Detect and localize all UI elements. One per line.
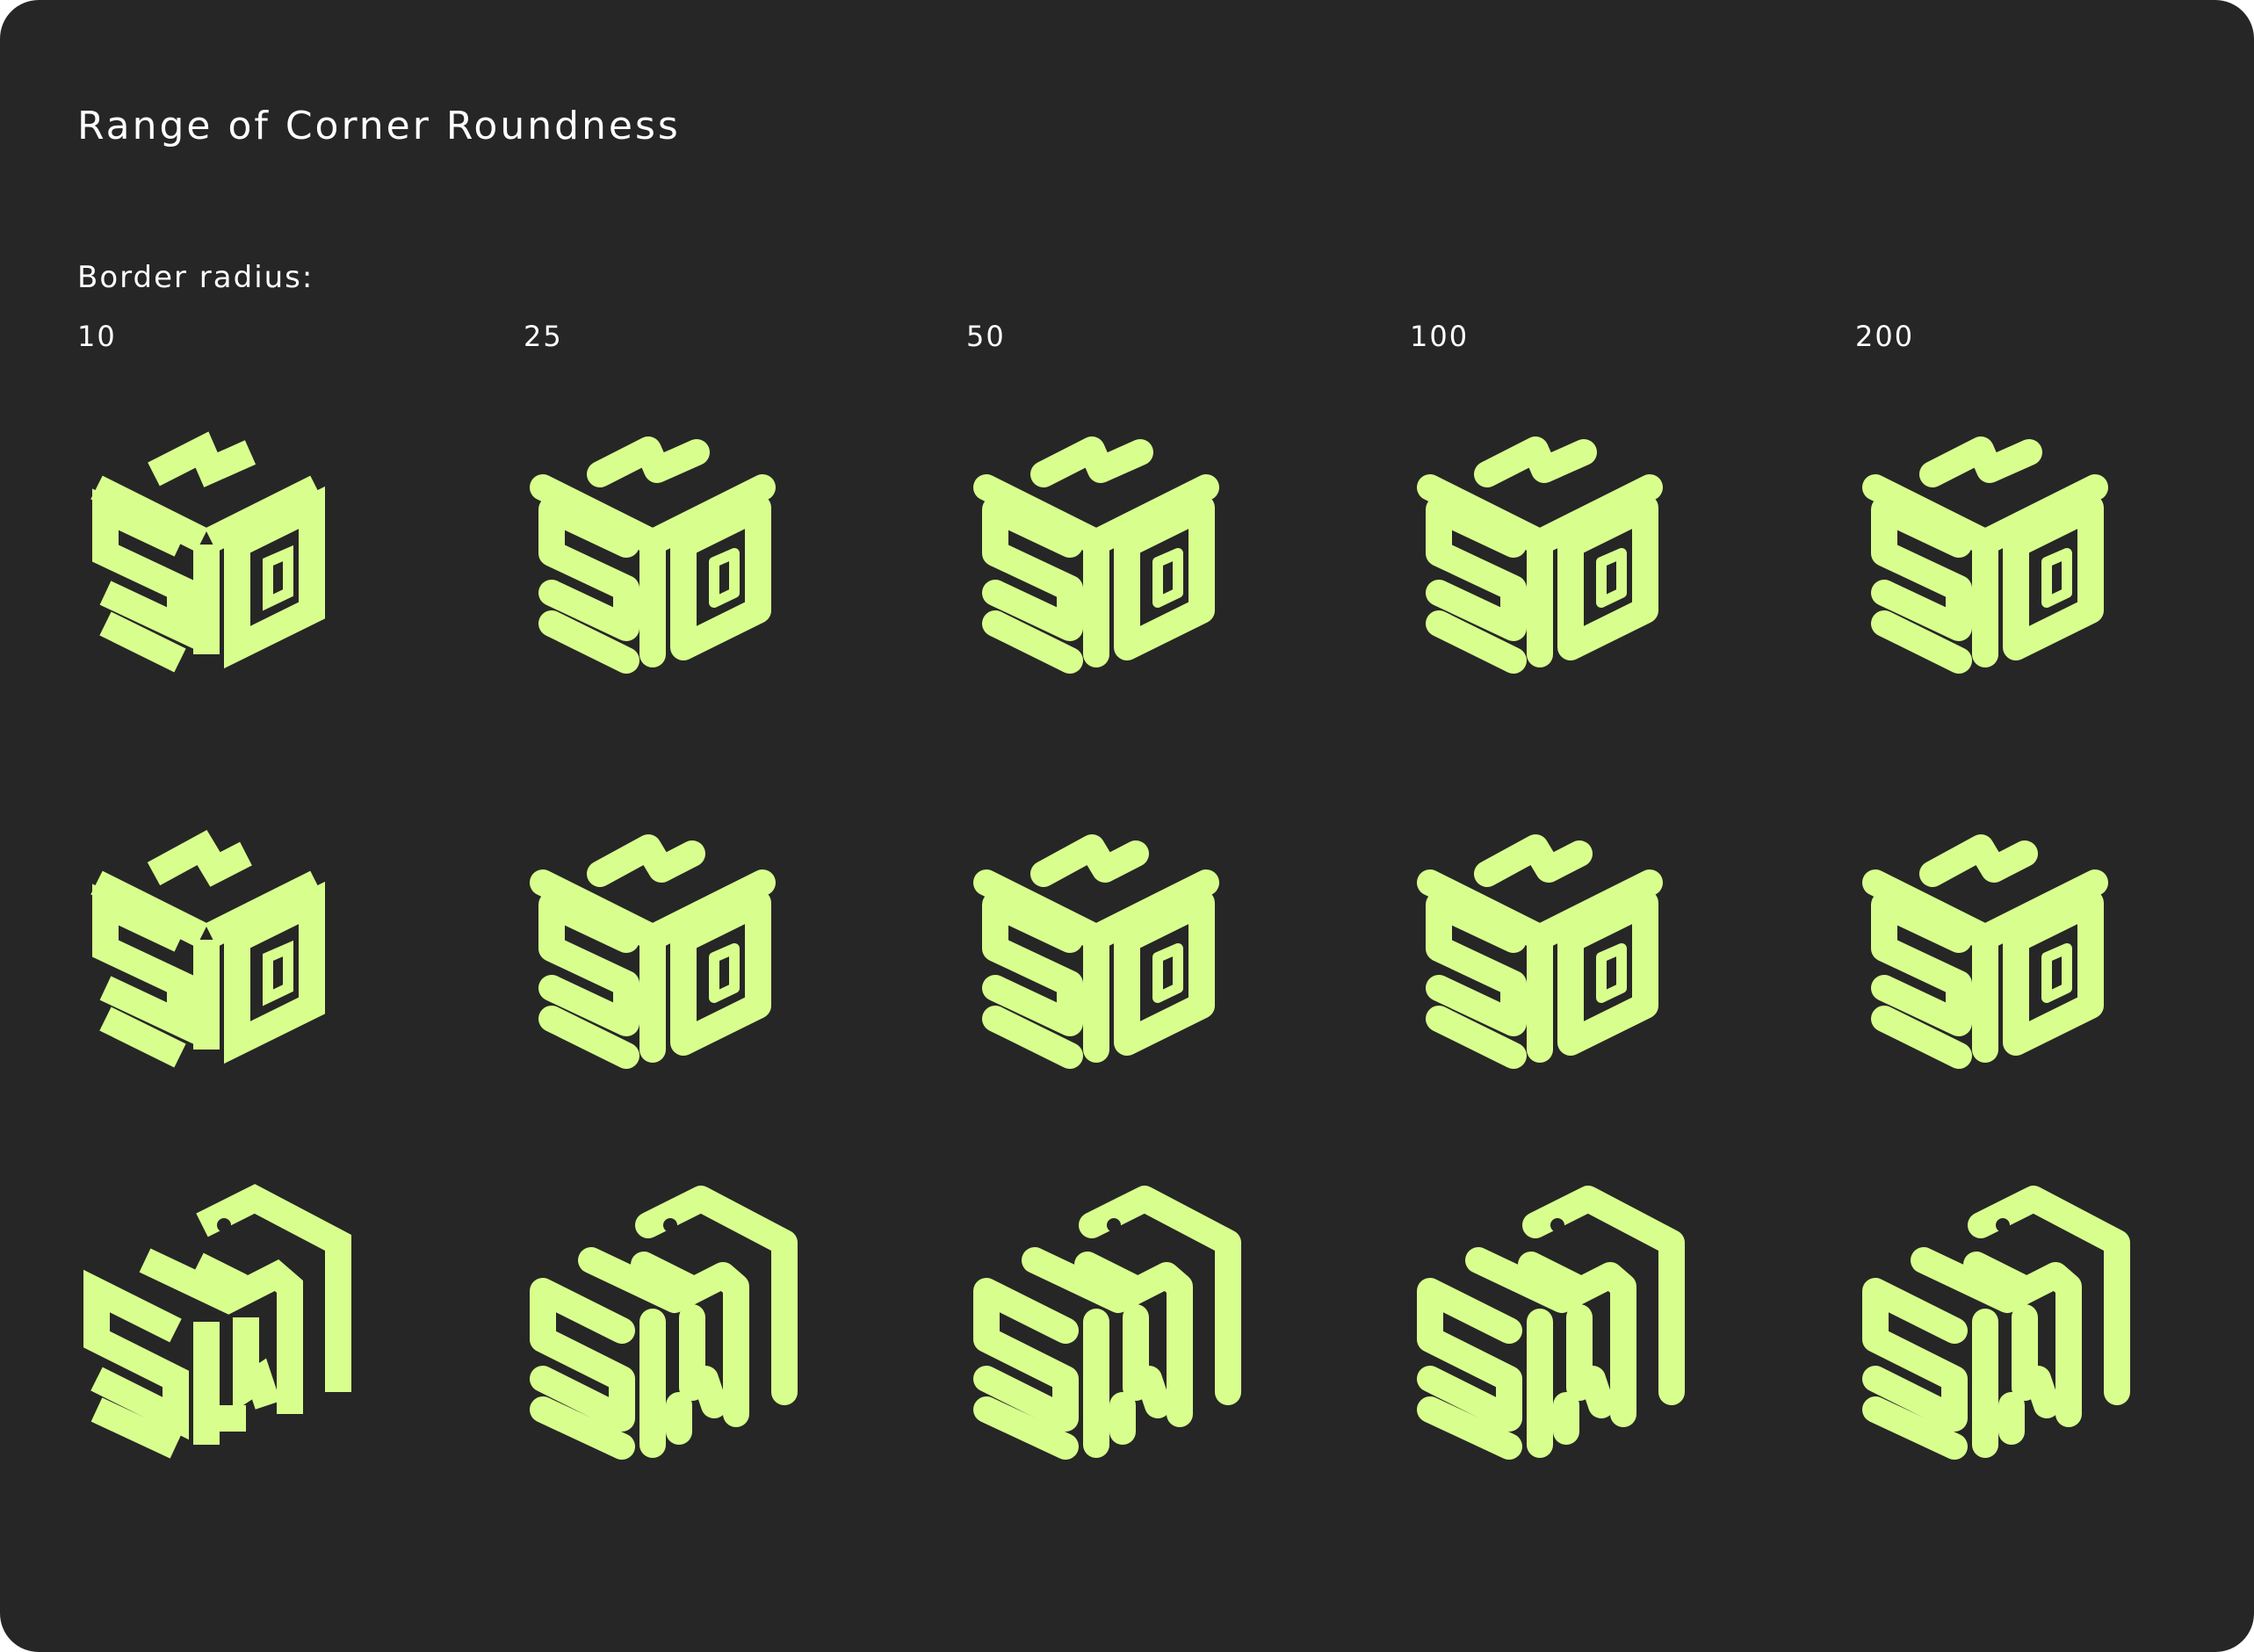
sa-logo-angled-r50	[960, 1186, 1241, 1475]
sq-logo-front-r50	[960, 400, 1241, 689]
isometric-cube-logo-icon	[973, 1186, 1241, 1460]
sq-logo-variant-r50	[960, 795, 1241, 1085]
isometric-cube-logo-icon	[1862, 436, 2108, 674]
sq-logo-front-r25	[517, 400, 798, 689]
sq-logo-variant-r25	[517, 795, 798, 1085]
sq-logo-variant-r10	[70, 795, 351, 1085]
isometric-cube-logo-icon	[83, 1184, 351, 1459]
sq-logo-variant-r100	[1404, 795, 1685, 1085]
sa-logo-angled-r25	[517, 1186, 798, 1475]
sa-logo-angled-r200	[1849, 1186, 2130, 1475]
radius-label-25: 25	[524, 320, 563, 353]
isometric-cube-logo-icon	[1862, 1186, 2130, 1460]
sq-logo-front-r200	[1849, 400, 2130, 689]
radius-label-10: 10	[77, 320, 117, 353]
sq-logo-front-r100	[1404, 400, 1685, 689]
isometric-cube-logo-icon	[530, 436, 776, 674]
radius-label-200: 200	[1855, 320, 1915, 353]
isometric-cube-logo-icon	[530, 1186, 798, 1460]
isometric-cube-logo-icon	[90, 431, 325, 673]
border-radius-caption: Border radius:	[77, 260, 314, 295]
isometric-cube-logo-icon	[530, 834, 776, 1069]
isometric-cube-logo-icon	[90, 829, 325, 1068]
sq-logo-front-r10	[70, 400, 351, 689]
sa-logo-angled-r10	[70, 1184, 351, 1475]
isometric-cube-logo-icon	[1417, 436, 1663, 674]
sa-logo-angled-r100	[1404, 1186, 1685, 1475]
isometric-cube-logo-icon	[1862, 834, 2108, 1069]
isometric-cube-logo-icon	[1417, 834, 1663, 1069]
isometric-cube-logo-icon	[1417, 1186, 1685, 1460]
radius-label-100: 100	[1410, 320, 1470, 353]
isometric-cube-logo-icon	[973, 436, 1219, 674]
isometric-cube-logo-icon	[973, 834, 1219, 1069]
page-title: Range of Corner Roundness	[77, 104, 681, 148]
sq-logo-variant-r200	[1849, 795, 2130, 1085]
radius-label-50: 50	[966, 320, 1006, 353]
